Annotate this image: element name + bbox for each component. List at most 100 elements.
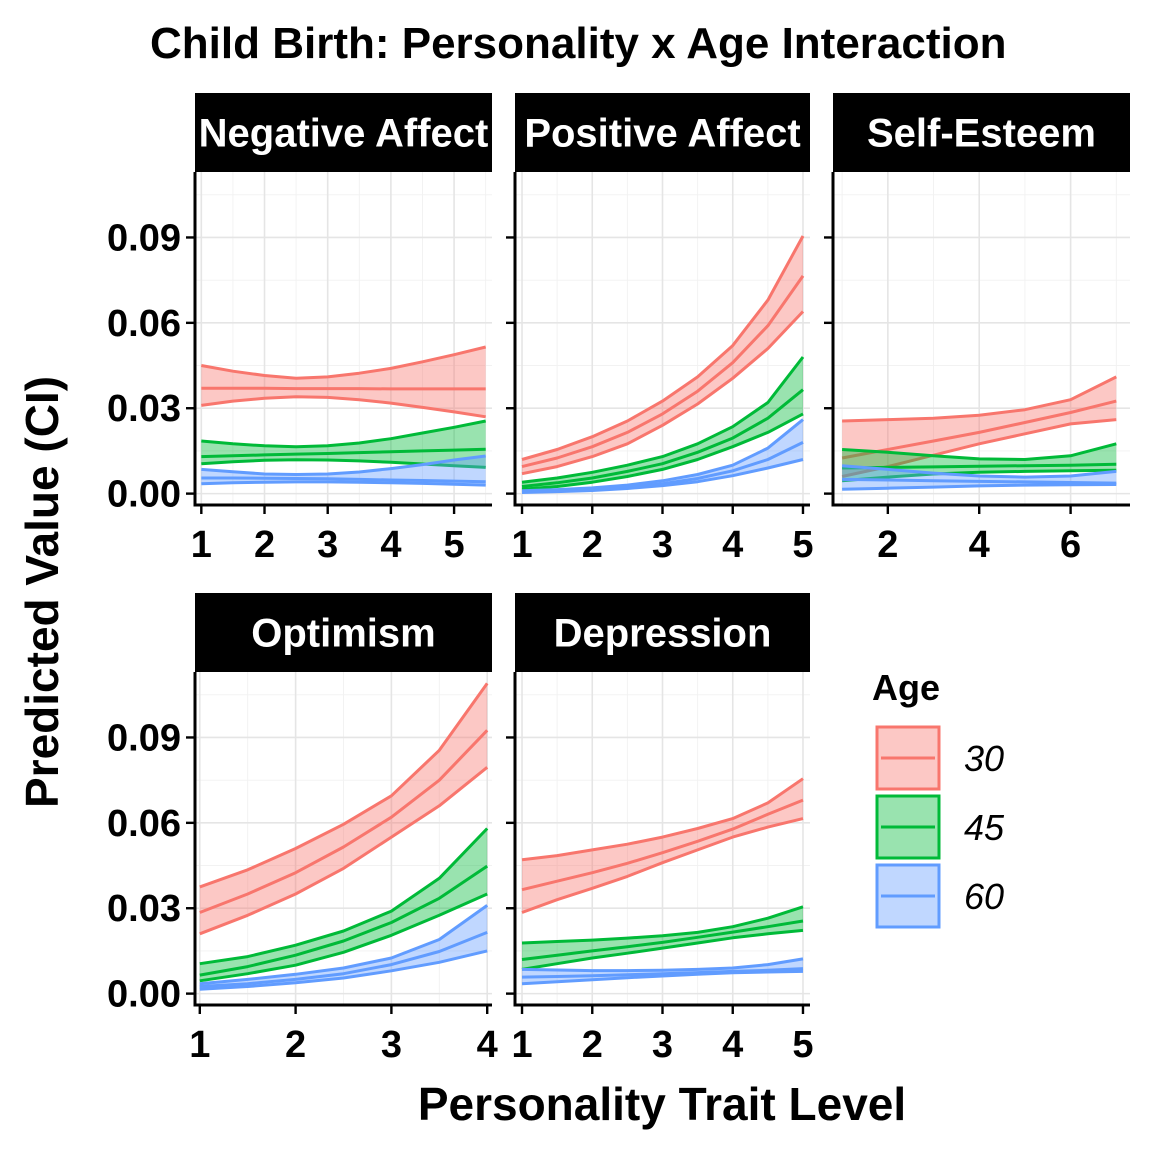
strip-positive-affect	[515, 93, 810, 172]
fit-line-positive-affect-age-60	[521, 441, 804, 494]
upper-bound-optimism-age-30	[199, 682, 489, 889]
y-tick-label: 0.03	[107, 888, 181, 930]
x-tick-label: 6	[1060, 524, 1081, 566]
lower-bound-negative-affect-age-60	[201, 480, 486, 487]
fit-line-negative-affect-age-60	[201, 476, 486, 484]
x-tick-label: 4	[477, 1024, 498, 1066]
upper-bound-negative-affect-age-60	[201, 454, 486, 476]
lower-bound-self-esteem-age-45	[841, 468, 1117, 483]
x-tick-label: 5	[792, 1024, 813, 1066]
x-tick-label: 3	[652, 524, 673, 566]
strip-negative-affect	[195, 93, 492, 172]
legend-item-30: 30	[875, 725, 1004, 791]
y-axis-title: Predicted Value (CI)	[16, 376, 68, 808]
strip-label-self-esteem: Self-Esteem	[867, 112, 1096, 156]
lower-bound-negative-affect-age-45	[201, 458, 486, 469]
x-tick-label: 2	[285, 1024, 306, 1066]
x-tick-label: 1	[191, 524, 212, 566]
x-tick-label: 2	[582, 1024, 603, 1066]
x-tick-label: 2	[877, 524, 898, 566]
ci-band-optimism-age-30	[199, 683, 488, 934]
upper-bound-positive-affect-age-30	[521, 235, 805, 461]
x-tick-label: 4	[969, 524, 990, 566]
upper-bound-depression-age-60	[521, 957, 804, 973]
fit-line-optimism-age-45	[199, 864, 489, 977]
y-tick-label: 0.09	[107, 717, 181, 759]
x-tick-label: 4	[722, 524, 743, 566]
lower-bound-optimism-age-45	[199, 892, 488, 983]
lower-bound-optimism-age-60	[199, 949, 488, 991]
y-tick-label: 0.00	[107, 974, 181, 1016]
lower-bound-negative-affect-age-30	[201, 395, 486, 419]
lower-bound-positive-affect-age-45	[521, 412, 804, 491]
x-tick-label: 3	[381, 1024, 402, 1066]
x-axis-title: Personality Trait Level	[418, 1078, 906, 1130]
upper-bound-depression-age-45	[521, 905, 804, 945]
x-tick-label: 1	[511, 1024, 532, 1066]
ci-band-positive-affect-age-30	[522, 236, 803, 474]
fit-line-depression-age-60	[521, 967, 804, 979]
y-tick-label: 0.00	[107, 474, 181, 516]
upper-bound-self-esteem-age-60	[841, 464, 1117, 479]
fit-line-self-esteem-age-30	[841, 399, 1117, 460]
strip-optimism	[195, 593, 492, 672]
legend-label-45: 45	[964, 807, 1005, 848]
ci-band-self-esteem-age-30	[842, 376, 1117, 477]
fit-line-depression-age-30	[521, 798, 804, 892]
fit-line-optimism-age-30	[199, 729, 489, 914]
strip-depression	[515, 593, 810, 672]
strip-label-optimism: Optimism	[251, 612, 435, 656]
y-tick-label: 0.06	[107, 803, 181, 845]
legend-item-45: 45	[875, 794, 1005, 860]
upper-bound-negative-affect-age-45	[201, 419, 486, 449]
ci-band-depression-age-45	[522, 906, 803, 970]
upper-bound-self-esteem-age-45	[842, 442, 1117, 461]
fit-line-positive-affect-age-45	[521, 388, 804, 488]
legend: Age 30 45 60	[872, 667, 1005, 929]
x-tick-label: 2	[254, 524, 275, 566]
upper-bound-negative-affect-age-30	[201, 345, 487, 380]
lower-bound-depression-age-45	[521, 928, 804, 971]
fit-line-negative-affect-age-45	[201, 447, 486, 459]
lower-bound-depression-age-30	[521, 817, 804, 914]
ci-band-depression-age-30	[522, 778, 803, 913]
x-tick-label: 3	[652, 1024, 673, 1066]
upper-bound-self-esteem-age-30	[842, 375, 1117, 423]
panel-depression: 1 2 3 4 5 Depression	[506, 593, 814, 1066]
lower-bound-optimism-age-30	[199, 766, 489, 936]
legend-label-30: 30	[964, 738, 1004, 779]
fit-line-negative-affect-age-30	[201, 386, 486, 391]
strip-label-negative-affect: Negative Affect	[199, 112, 489, 156]
panel-negative-affect: 0.00 0.03 0.06 0.09 1 2 3 4 5 Negative Affect	[107, 93, 492, 566]
chart-title: Child Birth: Personality x Age Interacti…	[150, 19, 1007, 68]
lower-bound-self-esteem-age-60	[842, 483, 1117, 491]
x-tick-label: 1	[511, 524, 532, 566]
x-tick-label: 5	[444, 524, 465, 566]
fit-line-depression-age-45	[521, 919, 804, 961]
legend-title: Age	[872, 667, 940, 708]
fit-line-positive-affect-age-30	[521, 275, 805, 469]
strip-self-esteem	[833, 93, 1130, 172]
strip-label-depression: Depression	[554, 612, 772, 656]
x-tick-label: 2	[582, 524, 603, 566]
lower-bound-depression-age-60	[521, 969, 804, 986]
legend-item-60: 60	[875, 863, 1004, 929]
y-tick-label: 0.09	[107, 217, 181, 259]
legend-label-60: 60	[964, 876, 1004, 917]
upper-bound-positive-affect-age-45	[521, 356, 805, 484]
strip-label-positive-affect: Positive Affect	[524, 112, 800, 156]
y-tick-label: 0.03	[107, 388, 181, 430]
panel-optimism: 0.00 0.03 0.06 0.09 1 2 3 4 Optimism	[107, 593, 498, 1066]
upper-bound-depression-age-30	[521, 777, 804, 862]
x-tick-label: 3	[317, 524, 338, 566]
lower-bound-positive-affect-age-30	[521, 310, 805, 476]
panel-self-esteem: 2 4 6 Self-Esteem	[824, 93, 1130, 566]
panel-positive-affect: 1 2 3 4 5 Positive Affect	[506, 93, 814, 566]
upper-bound-optimism-age-45	[199, 827, 489, 966]
upper-bound-optimism-age-60	[199, 904, 489, 986]
fit-line-optimism-age-60	[199, 931, 488, 988]
y-tick-label: 0.06	[107, 303, 181, 345]
x-tick-label: 5	[792, 524, 813, 566]
x-tick-label: 4	[722, 1024, 743, 1066]
